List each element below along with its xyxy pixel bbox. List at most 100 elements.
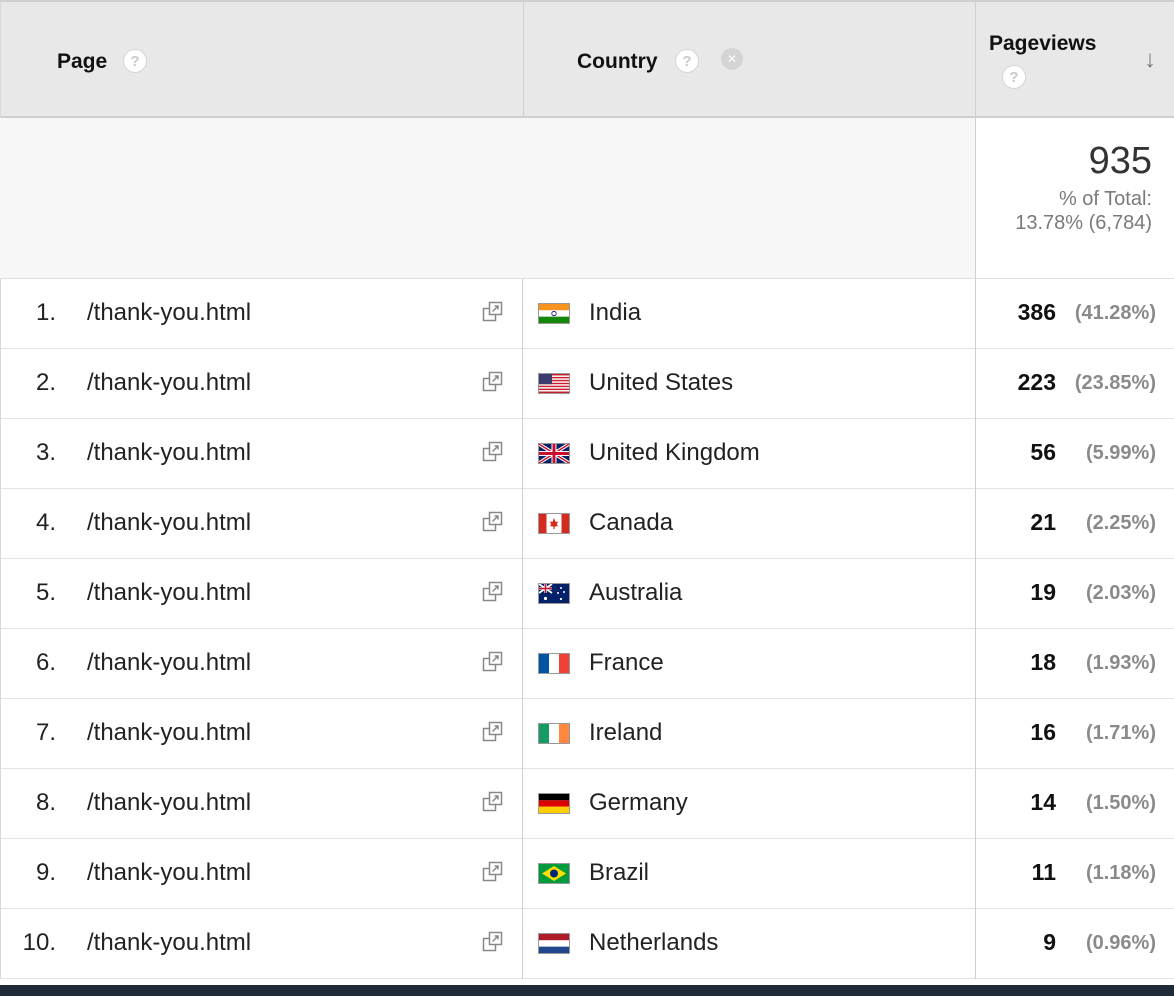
row-index: 6.: [35, 649, 56, 676]
column-title-pageviews: Pageviews: [989, 32, 1097, 55]
page-path-link[interactable]: /thank-you.html: [87, 649, 252, 676]
pageviews-percent: (2.25%): [1085, 512, 1156, 534]
country-link[interactable]: Netherlands: [589, 929, 719, 956]
row-index: 9.: [35, 859, 56, 886]
row-index: 3.: [35, 439, 56, 466]
flag-netherlands-icon: [538, 933, 570, 954]
table-row[interactable]: 2. /thank-you.html United States 223 (23.85%…: [0, 349, 1174, 419]
page-path-link[interactable]: /thank-you.html: [87, 719, 252, 746]
table-row[interactable]: 4. /thank-you.html Canada 21 (2.25%): [0, 489, 1174, 559]
column-divider: [522, 629, 523, 699]
country-link[interactable]: Canada: [589, 509, 674, 536]
flag-united-kingdom-icon: [538, 443, 570, 464]
pageviews-value: 14: [1030, 789, 1056, 815]
open-link-icon[interactable]: [482, 371, 504, 393]
column-divider: [975, 279, 976, 349]
open-link-icon[interactable]: [482, 581, 504, 603]
page-path-link[interactable]: /thank-you.html: [87, 369, 252, 396]
column-header-page[interactable]: Page ?: [0, 2, 523, 118]
open-link-icon[interactable]: [482, 791, 504, 813]
country-link[interactable]: United Kingdom: [589, 439, 760, 466]
pageviews-percent: (23.85%): [1074, 372, 1156, 394]
table-row[interactable]: 8. /thank-you.html Germany 14 (1.50%): [0, 769, 1174, 839]
page-path-link[interactable]: /thank-you.html: [87, 439, 252, 466]
row-index: 1.: [35, 299, 56, 326]
totals-pageviews-cell: 935 % of Total: 13.78% (6,784): [975, 118, 1174, 279]
help-icon[interactable]: ?: [1002, 65, 1026, 89]
pageviews-percent: (1.18%): [1085, 862, 1156, 884]
flag-india-icon: [538, 303, 570, 324]
page-path-link[interactable]: /thank-you.html: [87, 299, 252, 326]
table-row[interactable]: 1. /thank-you.html India 386 (41.28%): [0, 279, 1174, 349]
pageviews-value: 386: [1017, 299, 1056, 325]
sort-descending-icon[interactable]: ↓: [1144, 46, 1156, 73]
pageviews-percent: (5.99%): [1085, 442, 1156, 464]
column-divider: [975, 839, 976, 909]
open-link-icon[interactable]: [482, 861, 504, 883]
help-icon[interactable]: ?: [675, 49, 699, 73]
open-link-icon[interactable]: [482, 931, 504, 953]
row-index: 7.: [35, 719, 56, 746]
row-left-border: [0, 909, 1, 979]
row-left-border: [0, 699, 1, 769]
open-link-icon[interactable]: [482, 441, 504, 463]
column-header-country[interactable]: Country ? ✕: [523, 2, 975, 118]
table-row[interactable]: 7. /thank-you.html Ireland 16 (1.71%): [0, 699, 1174, 769]
column-header-pageviews[interactable]: Pageviews ? ↓: [975, 2, 1174, 118]
table-row[interactable]: 5. /thank-you.html Australia 19 (2.03%): [0, 559, 1174, 629]
pageviews-value: 9: [1043, 929, 1056, 955]
column-divider: [975, 349, 976, 419]
column-divider: [975, 419, 976, 489]
column-divider: [522, 559, 523, 629]
table-row[interactable]: 6. /thank-you.html France 18 (1.93%): [0, 629, 1174, 699]
totals-empty-cell: [0, 118, 975, 279]
country-link[interactable]: Australia: [589, 579, 683, 606]
open-link-icon[interactable]: [482, 511, 504, 533]
remove-dimension-icon[interactable]: ✕: [721, 48, 743, 70]
column-divider: [522, 839, 523, 909]
open-link-icon[interactable]: [482, 301, 504, 323]
country-link[interactable]: India: [589, 299, 642, 326]
total-pageviews-value: 935: [1088, 140, 1152, 182]
country-link[interactable]: United States: [589, 369, 734, 396]
country-link[interactable]: Brazil: [589, 859, 650, 886]
totals-row: 935 % of Total: 13.78% (6,784): [0, 118, 1174, 279]
row-index: 8.: [35, 789, 56, 816]
row-left-border: [0, 839, 1, 909]
row-left-border: [0, 279, 1, 349]
page-path-link[interactable]: /thank-you.html: [87, 789, 252, 816]
pageviews-value: 223: [1017, 369, 1056, 395]
flag-united-states-icon: [538, 373, 570, 394]
country-link[interactable]: France: [589, 649, 664, 676]
pageviews-percent: (41.28%): [1074, 302, 1156, 324]
page-path-link[interactable]: /thank-you.html: [87, 859, 252, 886]
row-left-border: [0, 629, 1, 699]
country-link[interactable]: Ireland: [589, 719, 663, 746]
open-link-icon[interactable]: [482, 651, 504, 673]
pageviews-percent: (1.93%): [1085, 652, 1156, 674]
open-link-icon[interactable]: [482, 721, 504, 743]
table-row[interactable]: 10. /thank-you.html Netherlands 9 (0.96%): [0, 909, 1174, 979]
help-icon[interactable]: ?: [123, 49, 147, 73]
column-divider: [522, 909, 523, 979]
table-row[interactable]: 3. /thank-you.html United Kingdom 56 (5.99%): [0, 419, 1174, 489]
page-path-link[interactable]: /thank-you.html: [87, 509, 252, 536]
column-divider: [522, 699, 523, 769]
pageviews-value: 11: [1031, 859, 1056, 885]
pageviews-percent: (1.50%): [1085, 792, 1156, 814]
column-divider: [522, 769, 523, 839]
row-left-border: [0, 349, 1, 419]
country-link[interactable]: Germany: [589, 789, 688, 816]
table-row[interactable]: 9. /thank-you.html Brazil 11 (1.18%): [0, 839, 1174, 909]
column-divider: [975, 909, 976, 979]
page-path-link[interactable]: /thank-you.html: [87, 929, 252, 956]
pageviews-value: 56: [1030, 439, 1056, 465]
column-divider: [522, 489, 523, 559]
pageviews-percent: (0.96%): [1085, 932, 1156, 954]
total-percent-value: 13.78% (6,784): [1015, 212, 1152, 234]
page-path-link[interactable]: /thank-you.html: [87, 579, 252, 606]
column-divider: [975, 559, 976, 629]
flag-canada-icon: [538, 513, 570, 534]
column-divider: [975, 489, 976, 559]
row-index: 4.: [35, 509, 56, 536]
